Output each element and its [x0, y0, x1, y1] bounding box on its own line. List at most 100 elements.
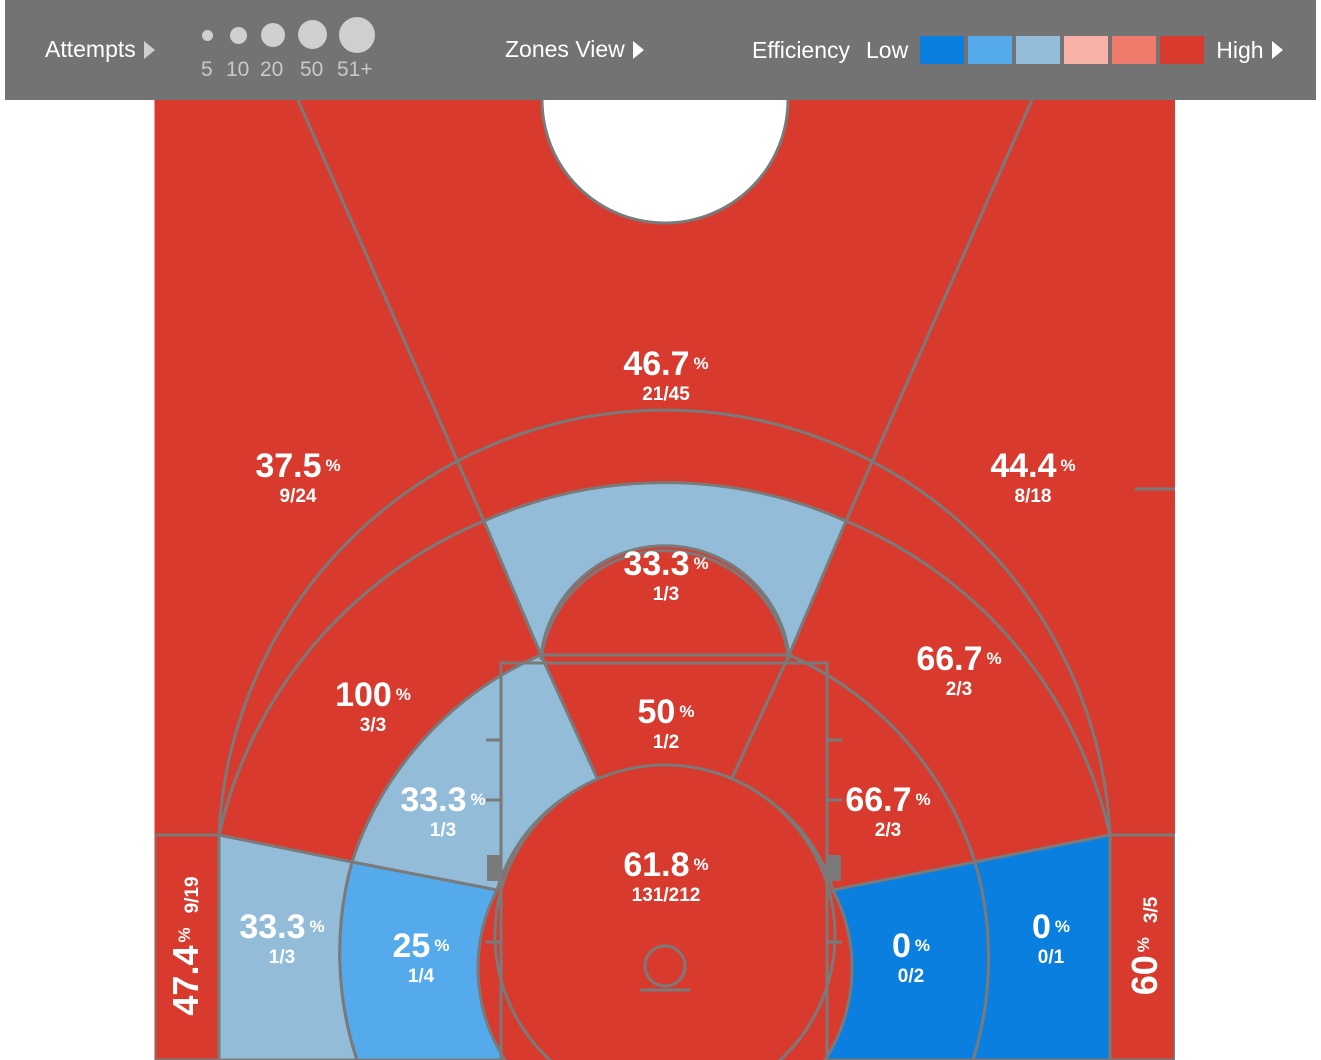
zone-top-mid[interactable]: [482, 481, 848, 661]
pct-symbol: %: [309, 917, 325, 936]
zone-label-right-mid: 66.7% 2/3: [916, 641, 1001, 703]
zone-frac: 131/212: [631, 885, 701, 906]
center-circle: [540, 100, 790, 225]
scale-swatch: [1064, 36, 1109, 64]
zone-label-left-corner-three: 47.4% 9/19: [165, 876, 207, 1015]
attempts-toggle[interactable]: Attempts: [45, 36, 155, 63]
zones-view-toggle[interactable]: Zones View: [505, 36, 644, 63]
pct-symbol: %: [914, 936, 931, 955]
zone-label-left-baseline-mid: 33.3% 1/3: [239, 909, 324, 971]
zone-frac: 21/45: [642, 384, 690, 405]
zone-frac: 1/3: [429, 820, 457, 841]
zone-frac: 0/2: [897, 966, 925, 987]
zone-label-left-wing-three: 37.5% 9/24: [255, 448, 340, 510]
pct-symbol: %: [1060, 456, 1076, 475]
zone-label-right-baseline-mid: 0% 0/1: [1032, 909, 1070, 971]
size-label: 50: [300, 58, 324, 81]
pct-symbol: %: [325, 456, 341, 475]
zone-pct: 100: [335, 676, 392, 714]
zone-pct: 50: [637, 693, 676, 731]
zone-frac: 1/2: [652, 732, 680, 753]
zone-pct: 33.3: [400, 781, 467, 819]
scale-swatch: [1016, 36, 1061, 64]
zone-label-left-baseline-short: 25% 1/4: [393, 928, 450, 990]
pct-symbol: %: [1134, 937, 1153, 953]
caret-right-icon: [632, 40, 644, 59]
zone-pct: 66.7: [845, 781, 912, 819]
pct-symbol: %: [1054, 917, 1071, 936]
size-label: 10: [226, 58, 250, 81]
zone-pct: 37.5: [255, 447, 322, 485]
size-dot-10: [230, 27, 247, 44]
zone-label-top-mid: 33.3% 1/3: [623, 546, 708, 608]
pct-symbol: %: [470, 790, 486, 809]
size-label: 5: [201, 58, 213, 81]
pct-symbol: %: [986, 649, 1002, 668]
scale-swatch: [920, 36, 965, 64]
pct-symbol: %: [395, 685, 411, 704]
zone-frac: 0/1: [1037, 947, 1065, 968]
zone-label-right-corner-three: 60% 3/5: [1124, 897, 1166, 996]
zone-frac: 3/3: [359, 715, 387, 736]
zone-label-left-short: 33.3% 1/3: [400, 782, 485, 844]
efficiency-scale: [920, 36, 1205, 64]
wing-line-right: [844, 100, 1034, 522]
high-label: High: [1216, 36, 1264, 63]
zone-label-paint-top: 50% 1/2: [638, 694, 695, 756]
zone-restricted-area[interactable]: [493, 763, 837, 1060]
pct-symbol: %: [679, 702, 695, 721]
efficiency-label: Efficiency: [752, 36, 851, 63]
zone-frac: 1/4: [407, 966, 435, 987]
zone-frac: 3/5: [1141, 896, 1162, 924]
zone-label-right-baseline-short: 0% 0/2: [892, 928, 930, 990]
scale-swatch: [968, 36, 1013, 64]
zone-frac: 2/3: [874, 820, 902, 841]
zone-pct: 47.4: [165, 945, 206, 1016]
size-label: 20: [260, 58, 284, 81]
attempts-label: Attempts: [45, 36, 136, 62]
scale-swatch: [1112, 36, 1157, 64]
zones-view-label: Zones View: [505, 36, 625, 62]
zone-label-left-mid: 100% 3/3: [335, 677, 411, 739]
pct-symbol: %: [915, 790, 931, 809]
size-dot-51plus: [339, 17, 375, 53]
basket-rim: [643, 944, 687, 988]
zone-frac: 9/19: [182, 876, 203, 914]
pct-symbol: %: [434, 936, 450, 955]
size-dot-5: [202, 30, 213, 41]
zone-pct: 25: [392, 927, 431, 965]
zone-label-right-wing-three: 44.4% 8/18: [990, 448, 1075, 510]
zone-pct: 44.4: [990, 447, 1057, 485]
zone-pct: 0: [891, 927, 911, 965]
caret-right-icon: [143, 40, 155, 59]
size-dot-20: [261, 23, 285, 47]
scale-swatch: [1160, 36, 1205, 64]
toolbar: Attempts 5 10 20 50 51+ Zones View Effic…: [5, 0, 1316, 100]
pct-symbol: %: [693, 855, 709, 874]
caret-right-icon: [1271, 41, 1283, 59]
zone-pct: 66.7: [916, 640, 983, 678]
zone-frac: 1/3: [268, 947, 296, 968]
size-label: 51+: [337, 58, 373, 81]
low-label: Low: [866, 36, 909, 63]
zone-pct: 0: [1031, 908, 1051, 946]
pct-symbol: %: [175, 927, 194, 943]
zone-label-right-short: 66.7% 2/3: [845, 782, 930, 844]
zone-pct: 61.8: [623, 846, 690, 884]
zone-right-baseline-mid[interactable]: [971, 833, 1112, 1060]
pct-symbol: %: [693, 554, 709, 573]
lane-block: [487, 855, 501, 881]
three-point-arc: [217, 408, 1112, 836]
zone-left-corner[interactable]: [155, 833, 221, 1060]
size-dot-50: [298, 20, 327, 49]
zone-pct: 60: [1124, 955, 1165, 996]
lane-block: [827, 855, 841, 881]
zone-pct: 33.3: [239, 908, 306, 946]
pct-symbol: %: [693, 354, 709, 373]
zone-label-restricted: 61.8% 131/212: [623, 847, 708, 909]
zone-frac: 2/3: [945, 679, 973, 700]
free-throw-arc: [539, 549, 791, 661]
zone-pct: 33.3: [623, 545, 690, 583]
efficiency-legend[interactable]: Efficiency Low High: [752, 36, 1283, 64]
